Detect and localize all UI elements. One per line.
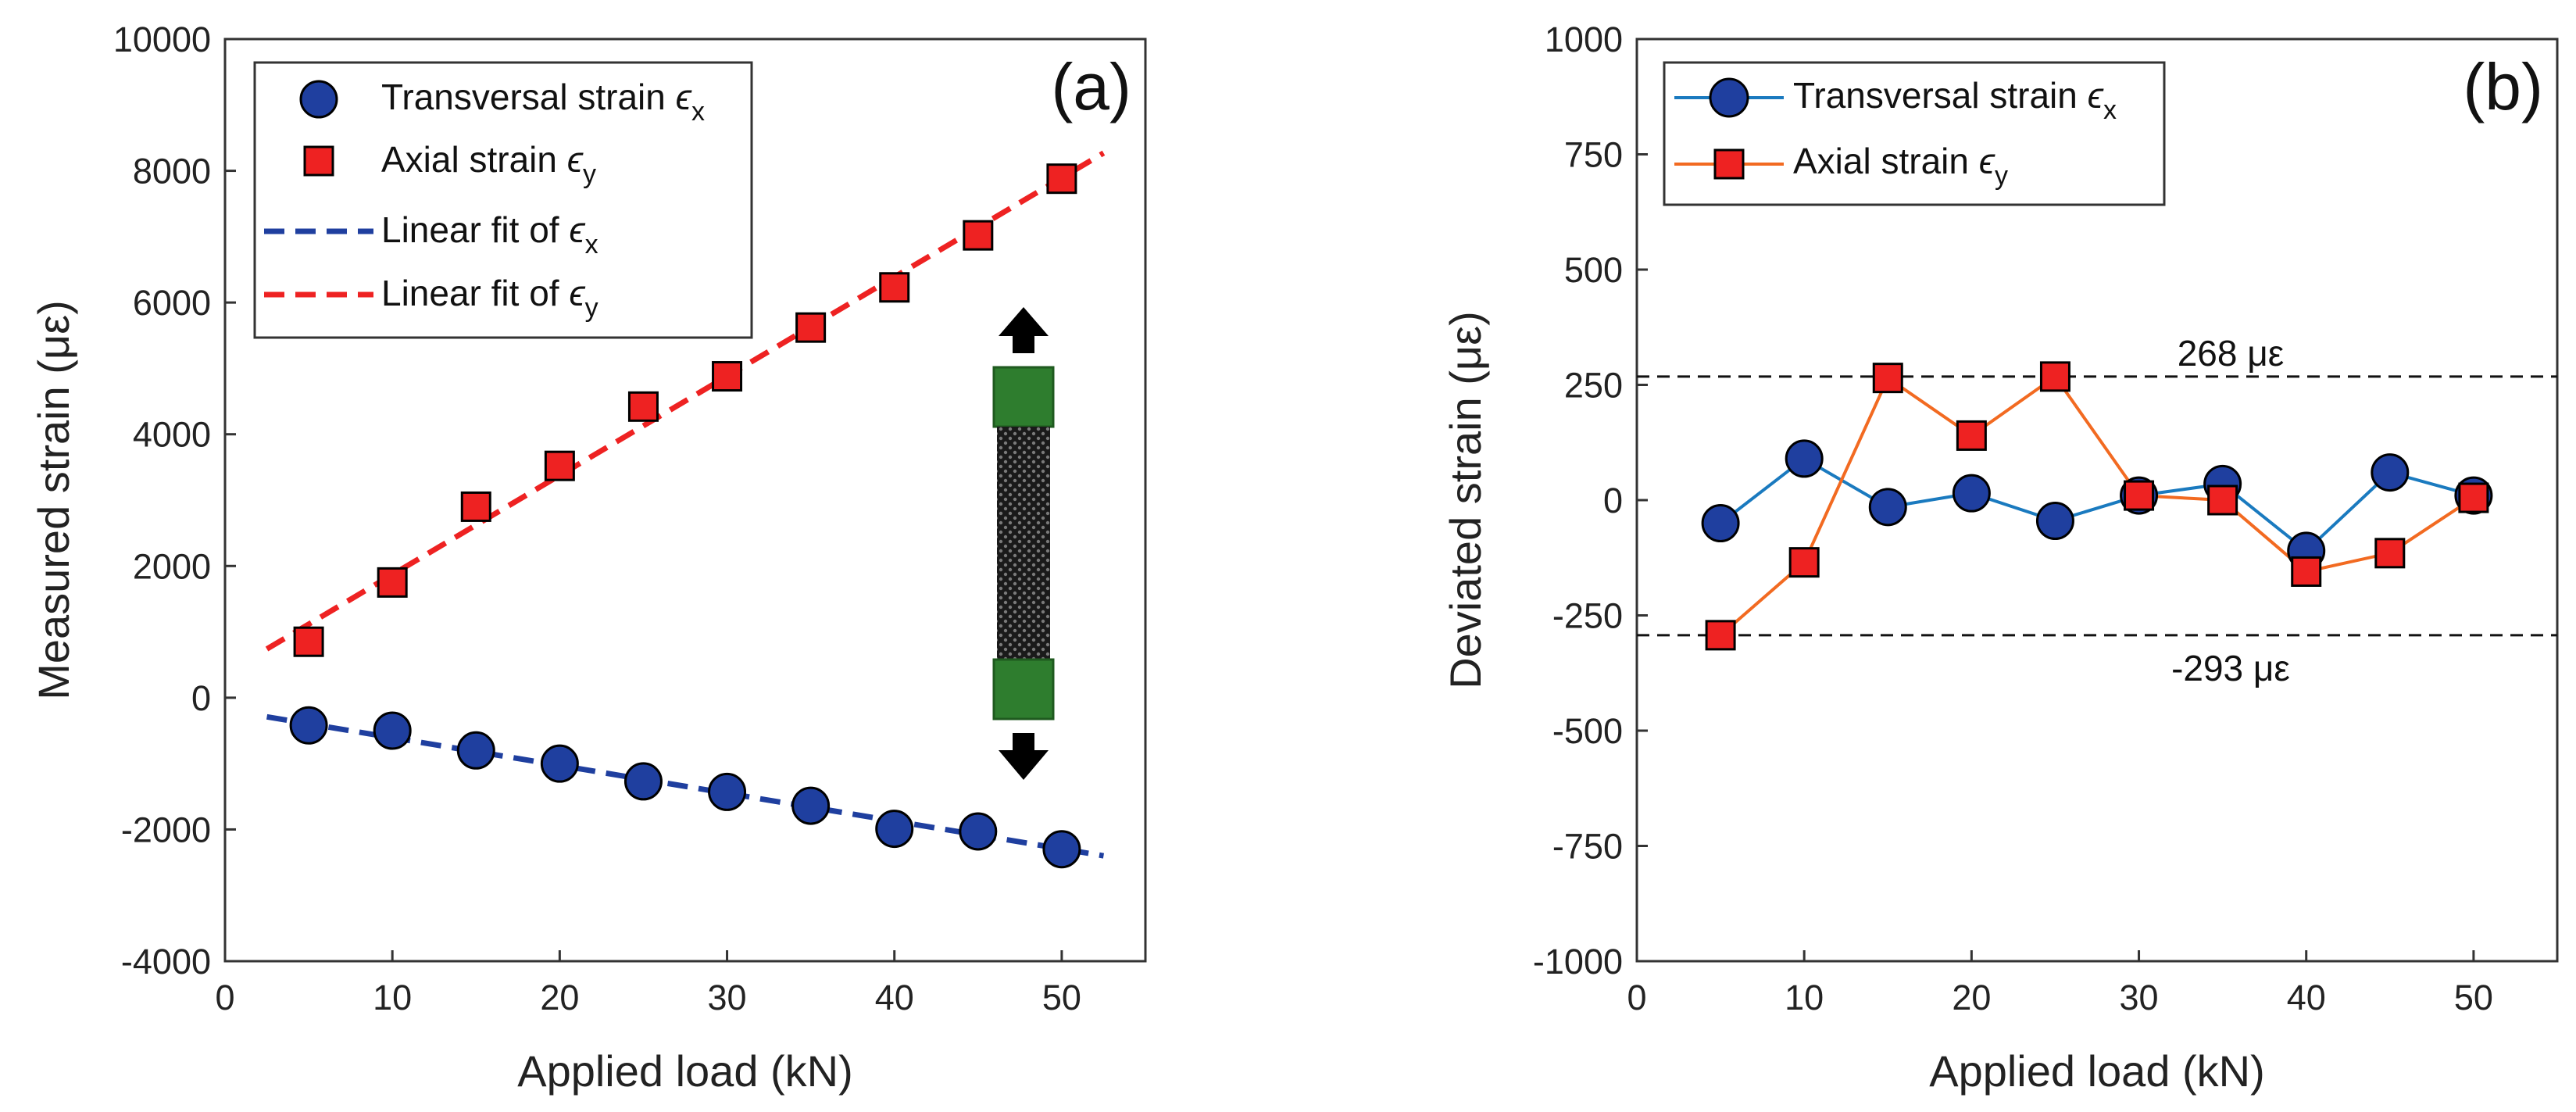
panel-b-label: (b) <box>2463 50 2543 123</box>
data-point-y <box>2207 484 2238 516</box>
data-point-x <box>1701 504 1740 542</box>
legend-label-axial: Axial strain ϵy <box>1793 141 2008 191</box>
downward-force-arrow-icon <box>999 733 1049 780</box>
panel-a-y-axis-label: Measured strain (με) <box>29 300 78 700</box>
legend-label-fit-x: Linear fit of ϵx <box>381 209 598 259</box>
data-point-y <box>2458 482 2489 513</box>
y-tick-label: -2000 <box>121 810 211 849</box>
data-point-x <box>540 744 579 783</box>
data-point-x <box>1868 488 1907 527</box>
data-point-y <box>1872 363 1903 394</box>
x-tick-label: 10 <box>1785 978 1824 1017</box>
data-point-y <box>879 272 910 303</box>
data-point-x <box>875 810 914 849</box>
data-point-x <box>456 731 495 770</box>
series-line-y <box>1719 374 2475 637</box>
y-tick-label: -500 <box>1552 711 1623 751</box>
data-point-x <box>623 762 663 801</box>
data-point-x <box>959 812 998 851</box>
specimen-illustration <box>992 307 1055 780</box>
data-point-x <box>289 706 328 745</box>
upward-force-arrow-icon <box>999 307 1049 353</box>
panel-b-legend: Transversal strain ϵx Axial strain ϵy <box>1663 61 2166 206</box>
panel-a-plot-area <box>223 38 1147 963</box>
data-point-y <box>460 491 491 522</box>
data-point-x <box>791 786 831 825</box>
legend-label-fit-y: Linear fit of ϵy <box>381 273 598 323</box>
x-tick-label: 10 <box>373 978 412 1017</box>
specimen-lower-grip <box>992 658 1055 720</box>
y-tick-label: -1000 <box>1533 942 1623 981</box>
x-tick-label: 0 <box>215 978 234 1017</box>
reference-line-label: -293 με <box>2171 648 2290 688</box>
data-point-y <box>2374 538 2406 569</box>
data-point-y <box>795 312 827 343</box>
legend-square-icon <box>1713 148 1745 180</box>
x-tick-label: 20 <box>540 978 579 1017</box>
y-tick-label: 750 <box>1564 135 1623 175</box>
x-tick-label: 40 <box>875 978 914 1017</box>
panel-a-x-axis-label: Applied load (kN) <box>517 1046 853 1096</box>
y-tick-label: 6000 <box>133 283 211 323</box>
legend-square-icon <box>303 145 334 177</box>
y-tick-label: 10000 <box>113 20 211 59</box>
y-tick-label: -750 <box>1552 827 1623 867</box>
data-point-y <box>2124 480 2155 511</box>
y-tick-label: 500 <box>1564 250 1623 290</box>
data-point-x <box>373 711 412 750</box>
data-point-y <box>1956 420 1987 451</box>
x-tick-label: 30 <box>2120 978 2159 1017</box>
data-point-x <box>2035 502 2074 541</box>
legend-circle-icon <box>299 80 338 119</box>
y-tick-label: 0 <box>191 678 211 718</box>
specimen-upper-grip <box>992 366 1055 428</box>
legend-circle-icon <box>1709 77 1749 118</box>
linear-fit-line-y <box>265 150 1106 652</box>
data-point-y <box>2291 556 2322 587</box>
x-tick-label: 40 <box>2287 978 2326 1017</box>
y-tick-label: 0 <box>1603 481 1623 520</box>
panel-b-x-axis-label: Applied load (kN) <box>1929 1046 2265 1096</box>
data-point-y <box>712 361 743 392</box>
y-tick-label: 2000 <box>133 546 211 586</box>
y-tick-label: 250 <box>1564 366 1623 406</box>
panel-a-chart: 0 10 20 30 40 50 -4000 -2000 0 2000 4000 6000 8000 10… <box>29 20 1147 1096</box>
x-tick-label: 50 <box>1042 978 1081 1017</box>
reference-line-label: 268 με <box>2178 333 2285 374</box>
y-tick-label: 8000 <box>133 152 211 191</box>
panel-b-y-axis-label: Deviated strain (με) <box>1441 311 1490 689</box>
data-point-x <box>2371 453 2410 492</box>
x-tick-label: 30 <box>708 978 747 1017</box>
specimen-mesh-body <box>997 427 1050 660</box>
x-tick-label: 20 <box>1952 978 1991 1017</box>
data-point-y <box>293 626 324 657</box>
data-point-x <box>1952 474 1991 513</box>
y-tick-label: 1000 <box>1545 20 1623 59</box>
data-point-y <box>963 220 994 251</box>
data-point-y <box>2039 361 2070 392</box>
data-point-y <box>544 450 575 481</box>
y-tick-label: -250 <box>1552 596 1623 636</box>
y-tick-label: 4000 <box>133 415 211 455</box>
data-point-y <box>1046 163 1077 195</box>
series-line-x <box>1719 456 2474 553</box>
data-point-x <box>708 772 747 811</box>
legend-label-transversal: Transversal strain ϵx <box>1793 75 2117 125</box>
data-point-x <box>1042 830 1081 869</box>
y-tick-label: -4000 <box>121 942 211 981</box>
x-tick-label: 50 <box>2454 978 2493 1017</box>
x-tick-label: 0 <box>1627 978 1646 1017</box>
panel-a-legend: Transversal strain ϵx Axial strain ϵy Li… <box>253 61 753 339</box>
data-point-y <box>377 567 408 598</box>
legend-label-transversal: Transversal strain ϵx <box>381 77 705 127</box>
data-point-y <box>627 391 659 422</box>
data-point-y <box>1788 547 1820 578</box>
legend-label-axial: Axial strain ϵy <box>381 139 596 189</box>
data-point-x <box>1785 439 1824 478</box>
data-point-y <box>1705 620 1736 651</box>
panel-a-label: (a) <box>1051 50 1131 123</box>
panel-b-chart: 268 με -293 με 0 10 20 30 40 50 -1000 -750 -500 -2… <box>1441 20 2559 1096</box>
